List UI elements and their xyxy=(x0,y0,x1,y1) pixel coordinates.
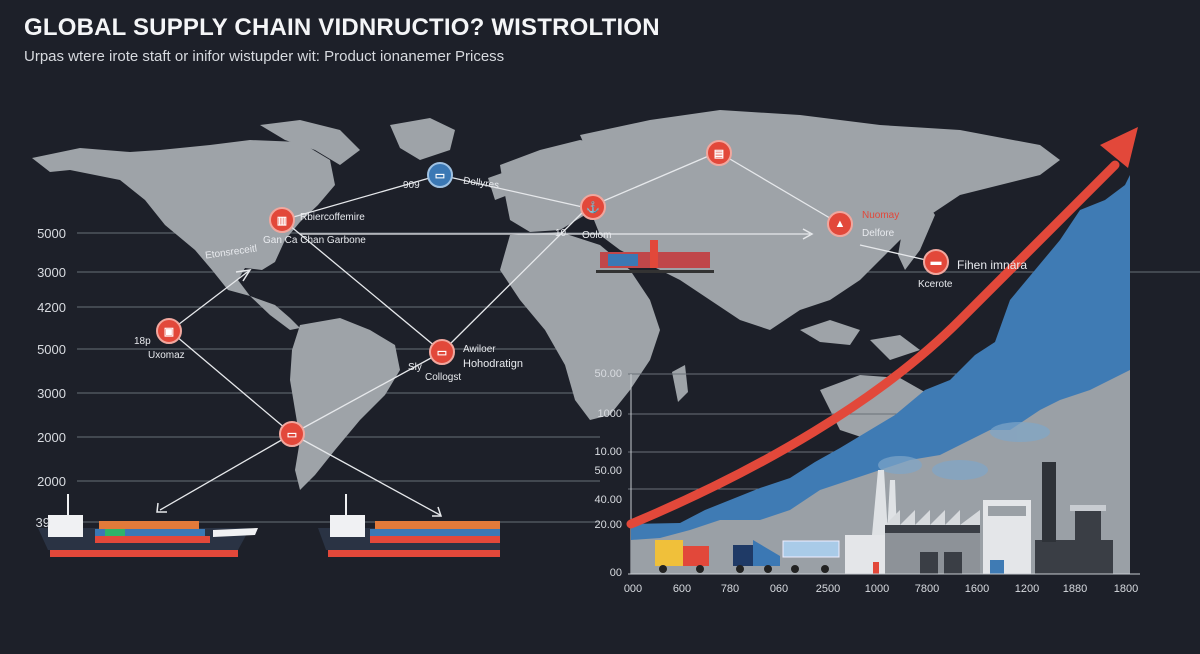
chart-x-tick: 7800 xyxy=(914,583,940,595)
chart-y-tick: 20.00 xyxy=(594,519,622,531)
node-label: 18p xyxy=(134,336,151,347)
node-label: Nuomay xyxy=(862,210,900,221)
node-label: 10 xyxy=(555,228,567,239)
chart-x-tick: 600 xyxy=(672,583,692,595)
trend-arrowhead-icon xyxy=(1100,127,1138,168)
node-label: Rbiercoffemire xyxy=(300,212,365,223)
chart-x-tick: 1600 xyxy=(964,583,990,595)
truck-icon[interactable]: ▭ xyxy=(429,339,455,365)
left-axis-tick: 4200 xyxy=(37,300,66,315)
node-label: Delfore xyxy=(862,228,895,239)
chart-x-tick: 060 xyxy=(769,583,789,595)
left-axis-tick: 5000 xyxy=(37,342,66,357)
chart-x-tick: 1000 xyxy=(864,583,890,595)
cargo-ship-left-icon xyxy=(38,494,258,557)
node-label: Kcerote xyxy=(918,279,953,290)
arrowheads xyxy=(156,228,814,517)
chart-x-tick: 1800 xyxy=(1113,583,1139,595)
container-icon[interactable]: ▭ xyxy=(279,421,305,447)
node-label: Gan Ca Chan Garbone xyxy=(263,235,366,246)
route-lines xyxy=(159,151,936,516)
chart-y-tick: 10.00 xyxy=(594,446,622,458)
page-title: GLOBAL SUPPLY CHAIN VIDNRUCTIO? WISTROLT… xyxy=(24,14,660,41)
chart-y-tick: 50.00 xyxy=(594,368,622,380)
battery-icon[interactable]: ▬ xyxy=(923,249,949,275)
package-icon[interactable]: ▣ xyxy=(156,318,182,344)
node-label: Uxomaz xyxy=(148,350,185,361)
chart-x-tick: 1880 xyxy=(1062,583,1088,595)
left-axis-tick: 3000 xyxy=(37,265,66,280)
factory-icon[interactable]: ▥ xyxy=(269,207,295,233)
warehouse-icon[interactable]: ▤ xyxy=(706,140,732,166)
ship-icon[interactable]: ⚓ xyxy=(580,194,606,220)
chart-x-tick: 2500 xyxy=(815,583,841,595)
left-axis-tick: 5000 xyxy=(37,226,66,241)
node-label: Hohodratign xyxy=(463,358,523,370)
office-building-icon xyxy=(983,500,1031,574)
node-label: Collogst xyxy=(425,372,462,383)
oil-rig-icon xyxy=(1035,462,1113,574)
left-axis-tick: 2000 xyxy=(37,474,66,489)
left-axis-tick: 3000 xyxy=(37,386,66,401)
node-label: Oolom xyxy=(582,230,612,241)
trend-arrow xyxy=(626,160,1120,529)
truck-yellow-icon xyxy=(655,540,709,573)
node-label: Sly xyxy=(408,362,422,373)
left-axis-tick: 2000 xyxy=(37,430,66,445)
chart-y-tick: 50.00 xyxy=(594,465,622,477)
node-label: Awiloer xyxy=(463,344,496,355)
chart-y-tick: 40.00 xyxy=(594,494,622,506)
world-map xyxy=(32,110,1060,490)
smoke-clouds xyxy=(878,422,1050,480)
chart-x-tick: 000 xyxy=(623,583,643,595)
left-axis-tick: 39 xyxy=(35,515,50,530)
page-subtitle: Urpas wtere irote staft or inifor wistup… xyxy=(24,48,505,65)
chart-x-tick: 780 xyxy=(720,583,740,595)
mountain-icon[interactable]: ▲ xyxy=(827,211,853,237)
truck-icon[interactable]: ▭ xyxy=(427,162,453,188)
chart-x-tick: 1200 xyxy=(1014,583,1040,595)
chart-y-tick: 1000 xyxy=(597,408,622,420)
node-label: Fihen imnára xyxy=(957,258,1028,272)
freight-train-icon xyxy=(596,240,714,273)
cargo-ship-right-icon xyxy=(318,494,500,557)
node-label: 909 xyxy=(403,180,420,191)
chart-y-tick: 00 xyxy=(609,567,622,579)
truck-blue-icon xyxy=(733,540,840,573)
chart-area xyxy=(626,127,1140,575)
factory-icon xyxy=(845,470,980,574)
